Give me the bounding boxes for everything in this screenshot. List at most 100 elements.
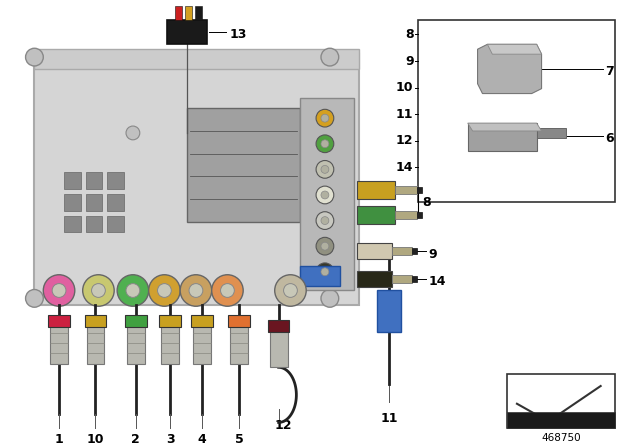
Bar xyxy=(270,330,287,367)
Bar xyxy=(417,187,422,193)
Text: 8: 8 xyxy=(422,196,431,209)
Bar xyxy=(175,6,182,20)
Text: 10: 10 xyxy=(396,81,413,94)
Bar xyxy=(168,20,207,44)
Text: 7: 7 xyxy=(605,65,614,78)
Text: 5: 5 xyxy=(235,433,244,446)
Bar xyxy=(187,108,300,222)
Bar xyxy=(357,206,395,224)
Bar xyxy=(412,248,417,254)
Circle shape xyxy=(148,275,180,306)
Polygon shape xyxy=(477,44,541,94)
Bar xyxy=(357,271,392,287)
Circle shape xyxy=(316,263,334,280)
Circle shape xyxy=(316,237,334,255)
Bar xyxy=(300,266,340,285)
Bar xyxy=(108,172,124,189)
Circle shape xyxy=(321,191,329,199)
Circle shape xyxy=(52,284,66,297)
Bar xyxy=(159,315,181,327)
Bar xyxy=(392,247,412,255)
Circle shape xyxy=(157,284,172,297)
Bar xyxy=(230,325,248,364)
Bar xyxy=(86,215,102,233)
Bar xyxy=(64,172,81,189)
Circle shape xyxy=(284,284,298,297)
Bar xyxy=(377,290,401,332)
Circle shape xyxy=(321,114,329,122)
Circle shape xyxy=(316,109,334,127)
Bar xyxy=(395,186,417,194)
Circle shape xyxy=(316,186,334,204)
Text: 468750: 468750 xyxy=(541,433,581,443)
Circle shape xyxy=(126,126,140,140)
Text: 11: 11 xyxy=(380,412,397,425)
Bar xyxy=(108,194,124,211)
Bar xyxy=(507,412,616,428)
Bar xyxy=(419,20,616,202)
Bar xyxy=(300,99,355,290)
Bar xyxy=(48,315,70,327)
Circle shape xyxy=(26,289,44,307)
Text: 9: 9 xyxy=(405,55,413,68)
Bar xyxy=(537,128,566,138)
Circle shape xyxy=(321,140,329,148)
Circle shape xyxy=(316,135,334,153)
Text: 10: 10 xyxy=(87,433,104,446)
Bar xyxy=(268,320,289,332)
Bar xyxy=(86,325,104,364)
Circle shape xyxy=(83,275,114,306)
Text: 14: 14 xyxy=(396,161,413,174)
Text: 14: 14 xyxy=(428,275,446,288)
Text: 3: 3 xyxy=(166,433,175,446)
Bar xyxy=(507,374,616,428)
Circle shape xyxy=(316,160,334,178)
Bar xyxy=(108,215,124,233)
Circle shape xyxy=(321,217,329,224)
Circle shape xyxy=(189,284,203,297)
Bar xyxy=(395,211,417,219)
Circle shape xyxy=(92,284,106,297)
Circle shape xyxy=(321,242,329,250)
Bar xyxy=(86,194,102,211)
Bar xyxy=(392,275,412,283)
Bar xyxy=(35,54,360,305)
Bar xyxy=(193,325,211,364)
Text: 11: 11 xyxy=(396,108,413,121)
Bar xyxy=(84,315,106,327)
Bar xyxy=(127,325,145,364)
Bar xyxy=(185,6,192,20)
Text: 6: 6 xyxy=(605,132,614,145)
Bar xyxy=(35,49,360,69)
Circle shape xyxy=(180,275,212,306)
Text: 12: 12 xyxy=(396,134,413,147)
Bar xyxy=(64,194,81,211)
Text: 13: 13 xyxy=(229,28,247,41)
Text: 2: 2 xyxy=(131,433,140,446)
Circle shape xyxy=(117,275,148,306)
Polygon shape xyxy=(468,123,541,131)
Circle shape xyxy=(316,212,334,229)
Text: 1: 1 xyxy=(54,433,63,446)
Bar xyxy=(357,243,392,259)
Bar xyxy=(64,215,81,233)
Bar xyxy=(86,172,102,189)
Circle shape xyxy=(321,48,339,66)
Bar xyxy=(50,325,68,364)
Bar xyxy=(195,6,202,20)
Bar xyxy=(357,181,395,199)
Bar xyxy=(161,325,179,364)
Text: 8: 8 xyxy=(405,28,413,41)
Text: 9: 9 xyxy=(428,248,437,261)
Bar xyxy=(468,123,537,151)
Circle shape xyxy=(44,275,75,306)
Bar xyxy=(125,315,147,327)
Circle shape xyxy=(126,284,140,297)
Text: 4: 4 xyxy=(198,433,206,446)
Bar xyxy=(228,315,250,327)
Text: 12: 12 xyxy=(275,418,292,431)
Bar xyxy=(191,315,212,327)
Circle shape xyxy=(321,268,329,276)
Circle shape xyxy=(221,284,234,297)
Bar xyxy=(412,276,417,282)
